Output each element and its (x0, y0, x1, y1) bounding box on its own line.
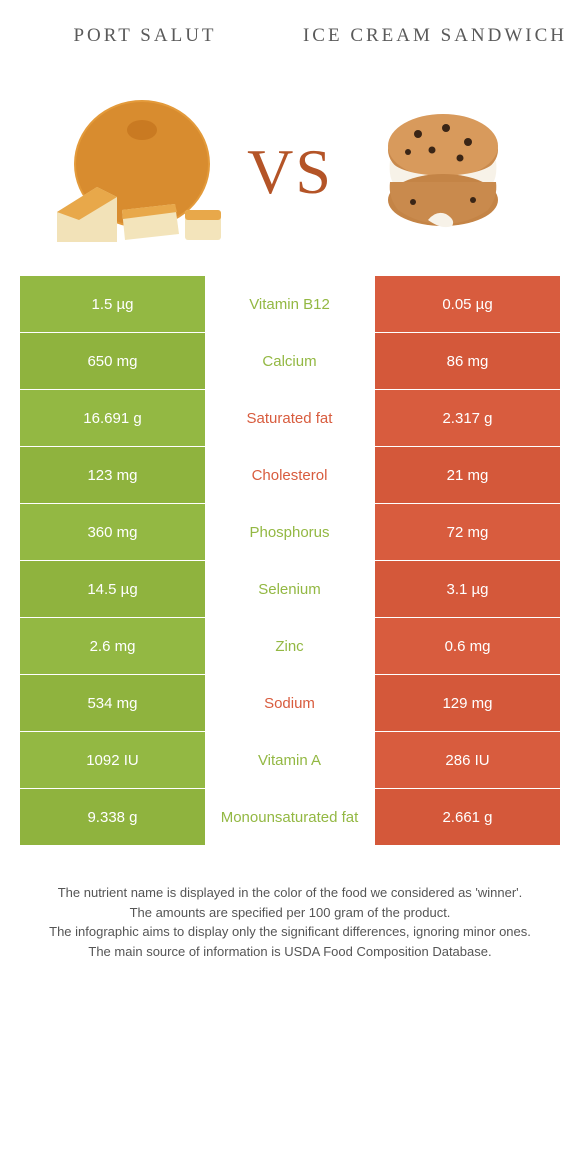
nutrient-label: Phosphorus (205, 504, 374, 560)
headers-row: Port Salut Ice cream sandwich (0, 0, 580, 72)
value-right: 2.317 g (375, 390, 560, 446)
footer-line: The infographic aims to display only the… (40, 922, 540, 942)
value-right: 2.661 g (375, 789, 560, 845)
value-right: 286 IU (375, 732, 560, 788)
nutrient-label: Calcium (205, 333, 374, 389)
nutrient-label: Selenium (205, 561, 374, 617)
value-right: 3.1 µg (375, 561, 560, 617)
value-right: 21 mg (375, 447, 560, 503)
value-right: 72 mg (375, 504, 560, 560)
nutrient-label: Monounsaturated fat (205, 789, 374, 845)
footer-line: The amounts are specified per 100 gram o… (40, 903, 540, 923)
table-row: 1.5 µgVitamin B120.05 µg (20, 276, 560, 332)
comparison-table: 1.5 µgVitamin B120.05 µg650 mgCalcium86 … (20, 276, 560, 845)
nutrient-label: Sodium (205, 675, 374, 731)
table-row: 534 mgSodium129 mg (20, 675, 560, 731)
value-left: 14.5 µg (20, 561, 205, 617)
value-right: 86 mg (375, 333, 560, 389)
images-row: VS (0, 72, 580, 272)
value-right: 129 mg (375, 675, 560, 731)
value-left: 9.338 g (20, 789, 205, 845)
food-image-left (37, 87, 237, 257)
header-left: Port Salut (0, 24, 290, 49)
footer-line: The nutrient name is displayed in the co… (40, 883, 540, 903)
table-row: 9.338 gMonounsaturated fat2.661 g (20, 789, 560, 845)
table-row: 1092 IUVitamin A286 IU (20, 732, 560, 788)
table-row: 360 mgPhosphorus72 mg (20, 504, 560, 560)
value-left: 16.691 g (20, 390, 205, 446)
footer-line: The main source of information is USDA F… (40, 942, 540, 962)
nutrient-label: Cholesterol (205, 447, 374, 503)
footer-notes: The nutrient name is displayed in the co… (40, 883, 540, 961)
value-left: 360 mg (20, 504, 205, 560)
cheese-icon (47, 92, 227, 252)
value-right: 0.6 mg (375, 618, 560, 674)
value-left: 1.5 µg (20, 276, 205, 332)
nutrient-label: Saturated fat (205, 390, 374, 446)
value-right: 0.05 µg (375, 276, 560, 332)
table-row: 123 mgCholesterol21 mg (20, 447, 560, 503)
table-row: 2.6 mgZinc0.6 mg (20, 618, 560, 674)
nutrient-label: Vitamin B12 (205, 276, 374, 332)
vs-label: VS (237, 135, 343, 209)
value-left: 123 mg (20, 447, 205, 503)
nutrient-label: Vitamin A (205, 732, 374, 788)
header-right: Ice cream sandwich (290, 24, 580, 49)
value-left: 534 mg (20, 675, 205, 731)
value-left: 1092 IU (20, 732, 205, 788)
food-image-right (343, 87, 543, 257)
value-left: 650 mg (20, 333, 205, 389)
nutrient-label: Zinc (205, 618, 374, 674)
table-row: 16.691 gSaturated fat2.317 g (20, 390, 560, 446)
cookie-sandwich-icon (368, 102, 518, 242)
table-row: 14.5 µgSelenium3.1 µg (20, 561, 560, 617)
value-left: 2.6 mg (20, 618, 205, 674)
table-row: 650 mgCalcium86 mg (20, 333, 560, 389)
